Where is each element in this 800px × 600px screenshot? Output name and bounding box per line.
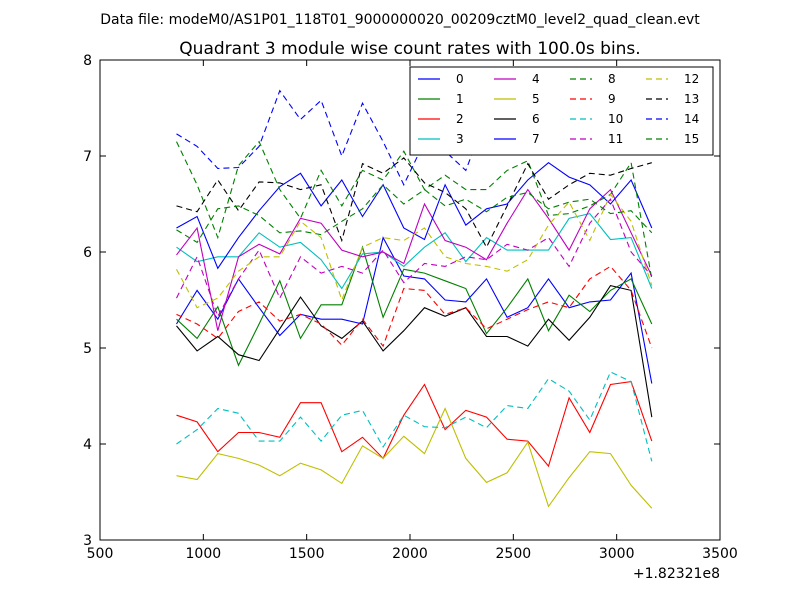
- tick-layer: 500 1000 1500 2000 2500 3000 3500 3 4 5 6 7 8: [83, 53, 738, 562]
- x-tick-label: 3500: [702, 546, 738, 562]
- series-line-8: [176, 140, 653, 279]
- series-line-1: [176, 245, 653, 367]
- series-line-10: [176, 371, 653, 462]
- legend-box: [409, 66, 714, 156]
- legend-label-15: 15: [684, 132, 699, 146]
- x-offset-label: +1.82321e8: [633, 566, 720, 582]
- legend-label-11: 11: [608, 132, 623, 146]
- series-line-6: [176, 284, 653, 418]
- legend-label-2: 2: [456, 112, 464, 126]
- x-tick-label: 1000: [186, 546, 222, 562]
- legend-label-13: 13: [684, 92, 699, 106]
- series-line-5: [176, 407, 653, 509]
- legend-label-14: 14: [684, 112, 699, 126]
- series-line-15: [176, 184, 653, 244]
- chart-title: Quadrant 3 module wise count rates with …: [179, 39, 640, 59]
- series-line-2: [176, 380, 653, 468]
- plot-frame: [99, 59, 721, 541]
- legend-label-8: 8: [608, 72, 616, 86]
- legend-label-4: 4: [532, 72, 540, 86]
- y-tick-label: 7: [83, 149, 92, 165]
- legend-label-0: 0: [456, 72, 464, 86]
- y-tick-label: 8: [83, 53, 92, 69]
- chart-suptitle: Data file: modeM0/AS1P01_118T01_90000000…: [100, 12, 700, 28]
- x-tick-label: 500: [87, 546, 114, 562]
- legend-label-3: 3: [456, 132, 464, 146]
- series-layer: [176, 89, 653, 509]
- y-tick-label: 6: [83, 245, 92, 261]
- series-line-12: [176, 193, 653, 309]
- y-tick-label: 3: [83, 533, 92, 549]
- x-tick-label: 1500: [289, 546, 325, 562]
- legend-label-7: 7: [532, 132, 540, 146]
- x-tick-label: 2500: [496, 546, 532, 562]
- legend-label-1: 1: [456, 92, 464, 106]
- x-tick-label: 3000: [599, 546, 635, 562]
- legend-label-12: 12: [684, 72, 699, 86]
- series-line-3: [176, 212, 653, 290]
- series-line-9: [176, 265, 653, 349]
- legend-label-6: 6: [532, 112, 540, 126]
- legend-label-9: 9: [608, 92, 616, 106]
- series-line-13: [176, 157, 652, 249]
- y-tick-label: 4: [83, 437, 92, 453]
- series-line-11: [176, 198, 653, 318]
- legend-label-5: 5: [532, 92, 540, 106]
- y-tick-label: 5: [83, 341, 92, 357]
- x-tick-label: 2000: [392, 546, 428, 562]
- legend-label-10: 10: [608, 112, 623, 126]
